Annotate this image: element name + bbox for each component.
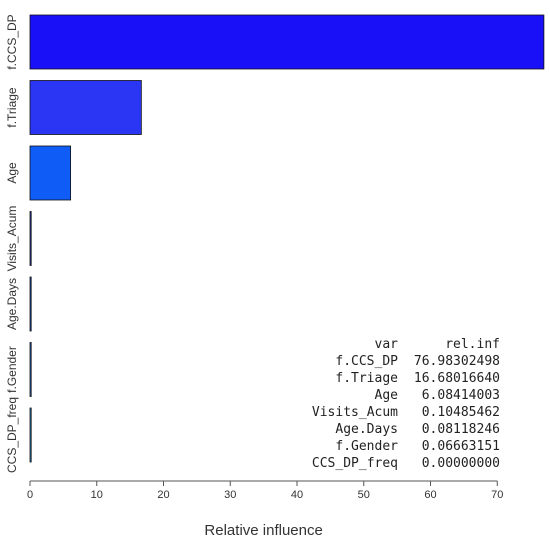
table-header-relinf: rel.inf xyxy=(445,337,500,352)
category-label-CCS_DP_freq: CCS_DP_freq xyxy=(5,397,19,473)
bar-f.CCS_DP xyxy=(29,14,545,70)
x-tick-label-70: 70 xyxy=(491,489,503,501)
x-tick-label-30: 30 xyxy=(224,489,236,501)
x-tick-label-0: 0 xyxy=(27,489,33,501)
bar-f.Gender xyxy=(29,342,32,397)
table-cell-var: f.CCS_DP xyxy=(335,354,398,369)
table-cell-relinf: 0.10485462 xyxy=(422,405,500,420)
category-label-f.Gender: f.Gender xyxy=(5,346,19,393)
bar-Age.Days xyxy=(29,276,32,332)
category-label-Age.Days: Age.Days xyxy=(5,278,19,330)
category-label-f.Triage: f.Triage xyxy=(5,87,19,128)
x-tick-label-20: 20 xyxy=(157,489,169,501)
table-header-var: var xyxy=(375,337,399,352)
bar-Visits_Acum xyxy=(29,211,32,266)
table-cell-var: CCS_DP_freq xyxy=(312,456,398,471)
category-labels-group: f.CCS_DP f.Triage Age Visits_Acum Age.Days f.… xyxy=(5,14,19,473)
table-cell-relinf: 0.06663151 xyxy=(422,439,500,454)
table-cell-relinf: 0.00000000 xyxy=(422,456,500,471)
x-tick-label-40: 40 xyxy=(291,489,303,501)
x-axis: 0 10 20 30 40 50 60 70 xyxy=(27,480,503,501)
category-label-Visits_Acum: Visits_Acum xyxy=(5,206,19,272)
table-cell-var: f.Triage xyxy=(335,371,398,386)
bar-f.Triage xyxy=(29,80,142,135)
bars-group xyxy=(29,14,545,463)
table-cell-relinf: 6.08414003 xyxy=(422,388,500,403)
x-tick-label-50: 50 xyxy=(358,489,370,501)
bar-CCS_DP_freq xyxy=(29,407,32,463)
table-cell-var: Age.Days xyxy=(335,422,398,437)
table-cell-relinf: 0.08118246 xyxy=(422,422,500,437)
x-tick-label-10: 10 xyxy=(91,489,103,501)
table-cell-var: Visits_Acum xyxy=(312,405,398,420)
x-tick-label-60: 60 xyxy=(424,489,436,501)
table-cell-relinf: 16.68016640 xyxy=(414,371,500,386)
table-cell-var: Age xyxy=(375,388,399,403)
table-cell-var: f.Gender xyxy=(335,439,398,454)
x-axis-title: Relative influence xyxy=(204,522,322,539)
relative-influence-table: var rel.inf f.CCS_DP 76.98302498 f.Triage 16.… xyxy=(312,337,500,471)
category-label-Age: Age xyxy=(5,162,19,184)
table-cell-relinf: 76.98302498 xyxy=(414,354,500,369)
bar-Age xyxy=(29,145,72,201)
category-label-f.CCS_DP: f.CCS_DP xyxy=(5,14,19,69)
